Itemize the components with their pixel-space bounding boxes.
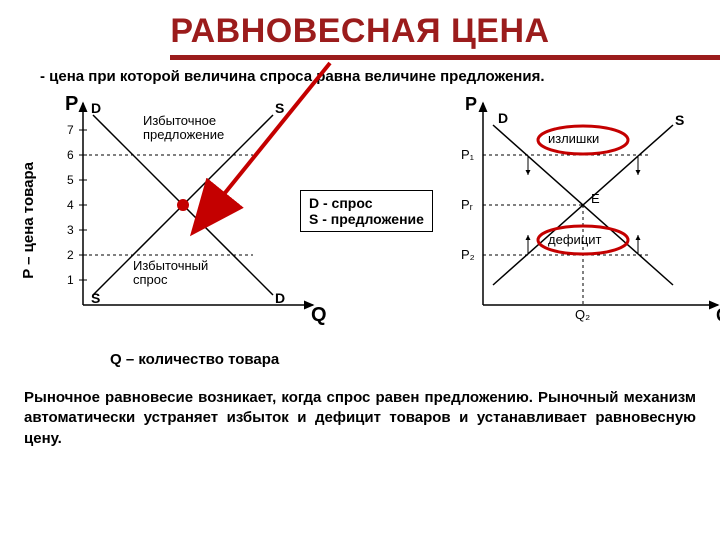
chart-right-svg: P Q D S P₁ Pᵣ P₂ Q₂ E излишки bbox=[443, 95, 720, 325]
definition-text: - цена при которой величина спроса равна… bbox=[40, 68, 700, 85]
charts-row: P – цена товара P Q 1 2 3 4 bbox=[20, 95, 700, 345]
d-top-label: D bbox=[91, 100, 101, 116]
title-underline bbox=[170, 55, 720, 60]
s-top-label: S bbox=[275, 100, 284, 116]
x-axis-label: Q – количество товара bbox=[110, 351, 700, 368]
svg-text:7: 7 bbox=[67, 123, 74, 137]
excess-supply-label: Избыточное bbox=[143, 113, 216, 128]
svg-text:спрос: спрос bbox=[133, 272, 168, 287]
chart-left-svg: P Q 1 2 3 4 5 6 7 D S bbox=[43, 95, 333, 325]
legend-s: S - предложение bbox=[309, 211, 424, 227]
yticks-left: 1 2 3 4 5 6 7 bbox=[67, 123, 87, 287]
svg-text:E: E bbox=[591, 191, 600, 206]
axis-q-left: Q bbox=[311, 304, 327, 325]
svg-text:Q₂: Q₂ bbox=[575, 307, 590, 322]
svg-text:Pᵣ: Pᵣ bbox=[461, 197, 473, 212]
y-axis-label: P – цена товара bbox=[20, 162, 37, 279]
svg-text:5: 5 bbox=[67, 173, 74, 187]
svg-text:4: 4 bbox=[67, 198, 74, 212]
bottom-paragraph: Рыночное равновесие возникает, когда спр… bbox=[20, 388, 700, 449]
svg-text:3: 3 bbox=[67, 223, 74, 237]
excess-demand-label: Избыточный bbox=[133, 258, 208, 273]
svg-text:D: D bbox=[498, 110, 508, 126]
legend-d: D - спрос bbox=[309, 195, 424, 211]
legend-box: D - спрос S - предложение bbox=[300, 190, 433, 232]
axis-p-left: P bbox=[65, 95, 78, 115]
svg-text:6: 6 bbox=[67, 148, 74, 162]
surplus-label: излишки bbox=[548, 131, 599, 146]
deficit-label: дефицит bbox=[548, 232, 601, 247]
svg-text:предложение: предложение bbox=[143, 127, 224, 142]
svg-text:S: S bbox=[675, 112, 684, 128]
svg-text:1: 1 bbox=[67, 273, 74, 287]
svg-text:P₁: P₁ bbox=[461, 147, 475, 162]
equilibrium-dot bbox=[177, 199, 189, 211]
svg-text:P₂: P₂ bbox=[461, 247, 475, 262]
svg-text:P: P bbox=[465, 95, 477, 114]
s-bottom-label: S bbox=[91, 290, 100, 306]
page-title: РАВНОВЕСНАЯ ЦЕНА bbox=[20, 12, 700, 51]
chart-left: P Q 1 2 3 4 5 6 7 D S bbox=[43, 95, 333, 325]
chart-right: P Q D S P₁ Pᵣ P₂ Q₂ E излишки bbox=[443, 95, 720, 325]
svg-text:Q: Q bbox=[716, 305, 720, 325]
d-bottom-label: D bbox=[275, 290, 285, 306]
svg-text:2: 2 bbox=[67, 248, 74, 262]
